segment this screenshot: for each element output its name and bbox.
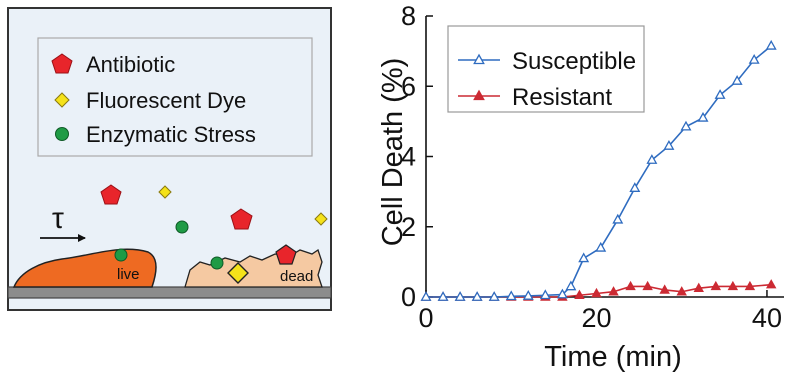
data-point-susceptible	[488, 291, 500, 301]
schematic-panel: Antibiotic Fluorescent Dye Enzymatic Str…	[7, 7, 332, 311]
legend-label-resistant: Resistant	[512, 84, 612, 111]
series-line-susceptible	[426, 45, 772, 298]
data-point-susceptible	[454, 291, 466, 301]
legend-marker-resistant-icon	[473, 89, 485, 101]
data-point-susceptible	[680, 120, 692, 131]
data-point-resistant	[744, 280, 756, 291]
data-point-resistant	[727, 280, 739, 291]
y-tick-label: 0	[401, 282, 416, 312]
data-point-resistant	[659, 284, 670, 294]
data-point-resistant	[608, 286, 619, 296]
cell-death-chart: 0 2 4 6 8 0 20 40 Susceptible Resistant Cell Dea…	[377, 1, 784, 373]
data-point-resistant	[642, 280, 653, 291]
chart-legend: Susceptible Resistant	[447, 25, 645, 113]
y-tick-label: 8	[401, 1, 416, 31]
legend-label-enzymatic-stress: Enzymatic Stress	[86, 122, 256, 147]
antibiotic-particle	[100, 184, 122, 205]
data-point-resistant	[693, 282, 704, 292]
data-point-susceptible	[437, 291, 449, 301]
antibiotic-particle-on-dead-cell	[275, 244, 297, 265]
data-point-resistant	[676, 286, 687, 296]
legend-marker-susceptible-icon	[473, 53, 485, 65]
stress-particle	[175, 220, 189, 234]
schematic-legend-box	[37, 37, 313, 157]
data-point-susceptible	[522, 290, 534, 300]
data-point-susceptible	[471, 291, 483, 301]
data-point-susceptible	[697, 111, 709, 122]
live-label: live	[117, 266, 140, 283]
flow-arrow-head-icon	[78, 234, 86, 242]
legend-label-susceptible: Susceptible	[512, 48, 636, 75]
y-tick-label: 4	[401, 142, 416, 172]
data-point-susceptible	[595, 241, 607, 252]
data-point-susceptible	[556, 288, 568, 299]
x-axis-title: Time (min)	[544, 341, 681, 373]
y-tick-label: 6	[401, 71, 416, 101]
dead-label: dead	[280, 268, 313, 285]
data-point-susceptible	[646, 154, 658, 164]
enzymatic-stress-circle-icon	[55, 127, 69, 141]
data-point-susceptible	[748, 53, 760, 64]
substrate	[7, 286, 332, 299]
data-point-resistant	[574, 289, 585, 299]
data-point-susceptible	[629, 182, 641, 192]
dye-particle	[314, 212, 328, 226]
data-point-susceptible	[565, 280, 577, 291]
stress-particle-on-live-cell	[114, 248, 128, 262]
chart-series-layer	[420, 39, 777, 301]
x-tick-label: 40	[752, 303, 782, 333]
stress-particle-on-dead-cell	[210, 256, 224, 270]
fluorescent-dye-diamond-icon	[54, 92, 70, 108]
data-point-susceptible	[663, 140, 675, 150]
data-point-susceptible	[765, 39, 777, 50]
legend-label-antibiotic: Antibiotic	[86, 52, 175, 77]
data-point-resistant	[591, 287, 602, 298]
data-point-susceptible	[505, 290, 517, 301]
dye-particle	[158, 185, 172, 199]
y-axis-title: Cell Death (%)	[377, 58, 409, 247]
legend-label-fluorescent-dye: Fluorescent Dye	[86, 88, 246, 113]
data-point-susceptible	[420, 291, 432, 301]
data-point-susceptible	[539, 289, 551, 300]
x-tick-label: 0	[418, 303, 433, 333]
x-tick-label: 20	[581, 303, 611, 333]
data-point-resistant	[765, 279, 777, 289]
y-tick-label: 2	[401, 212, 416, 242]
dye-particle-on-dead-cell	[227, 262, 249, 284]
data-point-resistant	[710, 280, 722, 291]
data-point-susceptible	[578, 252, 590, 263]
data-point-susceptible	[714, 89, 726, 99]
data-point-susceptible	[731, 75, 743, 85]
antibiotic-particle	[230, 208, 253, 230]
tau-label: τ	[52, 202, 64, 235]
data-point-susceptible	[612, 213, 624, 224]
data-point-resistant	[625, 280, 636, 291]
antibiotic-pentagon-icon	[51, 53, 73, 74]
